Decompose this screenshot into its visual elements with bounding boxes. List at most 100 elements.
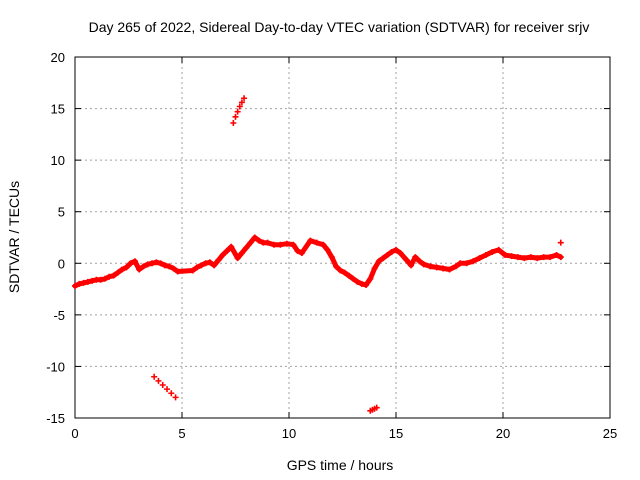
- data-point: [241, 95, 248, 102]
- data-point: [393, 246, 399, 253]
- data-point: [80, 279, 87, 286]
- y-tick-label: 10: [51, 153, 65, 168]
- data-point: [166, 263, 173, 270]
- grid: [75, 57, 610, 418]
- data-point: [149, 260, 156, 267]
- data-point: [358, 280, 365, 287]
- data-point: [416, 258, 423, 265]
- data-point: [238, 249, 245, 256]
- data-point: [367, 275, 374, 282]
- data-point: [397, 249, 404, 256]
- data-points: [72, 95, 564, 414]
- data-point: [324, 246, 331, 253]
- data-point: [198, 262, 205, 269]
- x-tick-label: 5: [178, 426, 185, 441]
- data-point: [84, 278, 91, 285]
- data-point: [489, 248, 496, 255]
- axis-ticks: 0 5 10 15 20 25 -15 -10 -5 0 5 10 15 20: [46, 50, 617, 441]
- data-point: [534, 255, 541, 262]
- data-point: [206, 259, 213, 266]
- data-point: [427, 263, 434, 270]
- data-point: [341, 269, 348, 276]
- data-point: [211, 262, 218, 269]
- data-point: [157, 260, 164, 267]
- data-point: [144, 261, 151, 268]
- data-point: [350, 275, 357, 282]
- data-point: [514, 254, 521, 261]
- data-point: [264, 239, 271, 246]
- data-point: [89, 277, 96, 284]
- y-tick-label: -15: [46, 411, 65, 426]
- data-point: [114, 269, 121, 276]
- data-point: [307, 237, 314, 244]
- y-tick-label: 5: [58, 205, 65, 220]
- data-point: [136, 266, 143, 273]
- data-point: [202, 260, 209, 267]
- y-tick-label: 0: [58, 256, 65, 271]
- data-point: [371, 265, 378, 272]
- data-point: [247, 239, 254, 246]
- data-point: [243, 244, 250, 251]
- data-point: [238, 99, 245, 106]
- data-point: [161, 262, 168, 269]
- data-point: [277, 241, 284, 248]
- data-point: [452, 263, 459, 270]
- data-point: [155, 377, 162, 384]
- data-point: [502, 252, 509, 259]
- data-point: [290, 241, 297, 248]
- data-point: [251, 234, 258, 241]
- data-point: [375, 258, 382, 265]
- data-point: [298, 249, 305, 256]
- x-axis-label: GPS time / hours: [287, 457, 394, 473]
- data-point: [521, 255, 528, 262]
- data-point: [140, 263, 147, 270]
- y-tick-label: -10: [46, 359, 65, 374]
- x-tick-label: 15: [389, 426, 403, 441]
- data-point: [164, 386, 171, 393]
- data-point: [527, 254, 534, 261]
- data-point: [234, 255, 241, 262]
- data-point: [337, 267, 344, 274]
- data-point: [153, 259, 160, 266]
- data-point: [215, 257, 222, 264]
- x-tick-label: 20: [496, 426, 510, 441]
- data-point: [470, 258, 477, 265]
- data-point: [373, 404, 380, 411]
- data-point: [457, 260, 464, 267]
- data-point: [354, 278, 361, 285]
- data-point: [256, 237, 263, 244]
- data-point: [420, 261, 427, 268]
- data-point: [123, 264, 130, 271]
- chart-title: Day 265 of 2022, Sidereal Day-to-day VTE…: [89, 19, 590, 35]
- data-point: [97, 276, 104, 283]
- data-point: [433, 264, 440, 271]
- data-point: [320, 241, 327, 248]
- data-point: [151, 373, 158, 380]
- data-point: [230, 120, 237, 127]
- data-point: [333, 263, 340, 270]
- data-point: [193, 264, 200, 271]
- x-tick-label: 25: [603, 426, 617, 441]
- data-point: [540, 254, 547, 261]
- data-point: [440, 265, 447, 272]
- y-tick-label: 15: [51, 102, 65, 117]
- data-point: [412, 254, 419, 261]
- x-tick-label: 10: [282, 426, 296, 441]
- y-axis-label: SDTVAR / TECUs: [6, 181, 22, 293]
- data-point: [101, 275, 108, 282]
- data-point: [557, 254, 564, 261]
- data-point: [547, 254, 554, 261]
- data-point: [407, 262, 414, 269]
- data-point: [119, 266, 126, 273]
- data-point: [168, 390, 175, 397]
- y-tick-label: -5: [53, 308, 65, 323]
- data-point: [508, 253, 515, 260]
- plot-frame: [74, 56, 611, 419]
- data-point: [482, 252, 489, 259]
- y-tick-label: 20: [51, 50, 65, 65]
- data-point: [384, 252, 391, 259]
- data-point: [110, 272, 117, 279]
- data-point: [172, 394, 179, 401]
- data-point: [313, 239, 320, 246]
